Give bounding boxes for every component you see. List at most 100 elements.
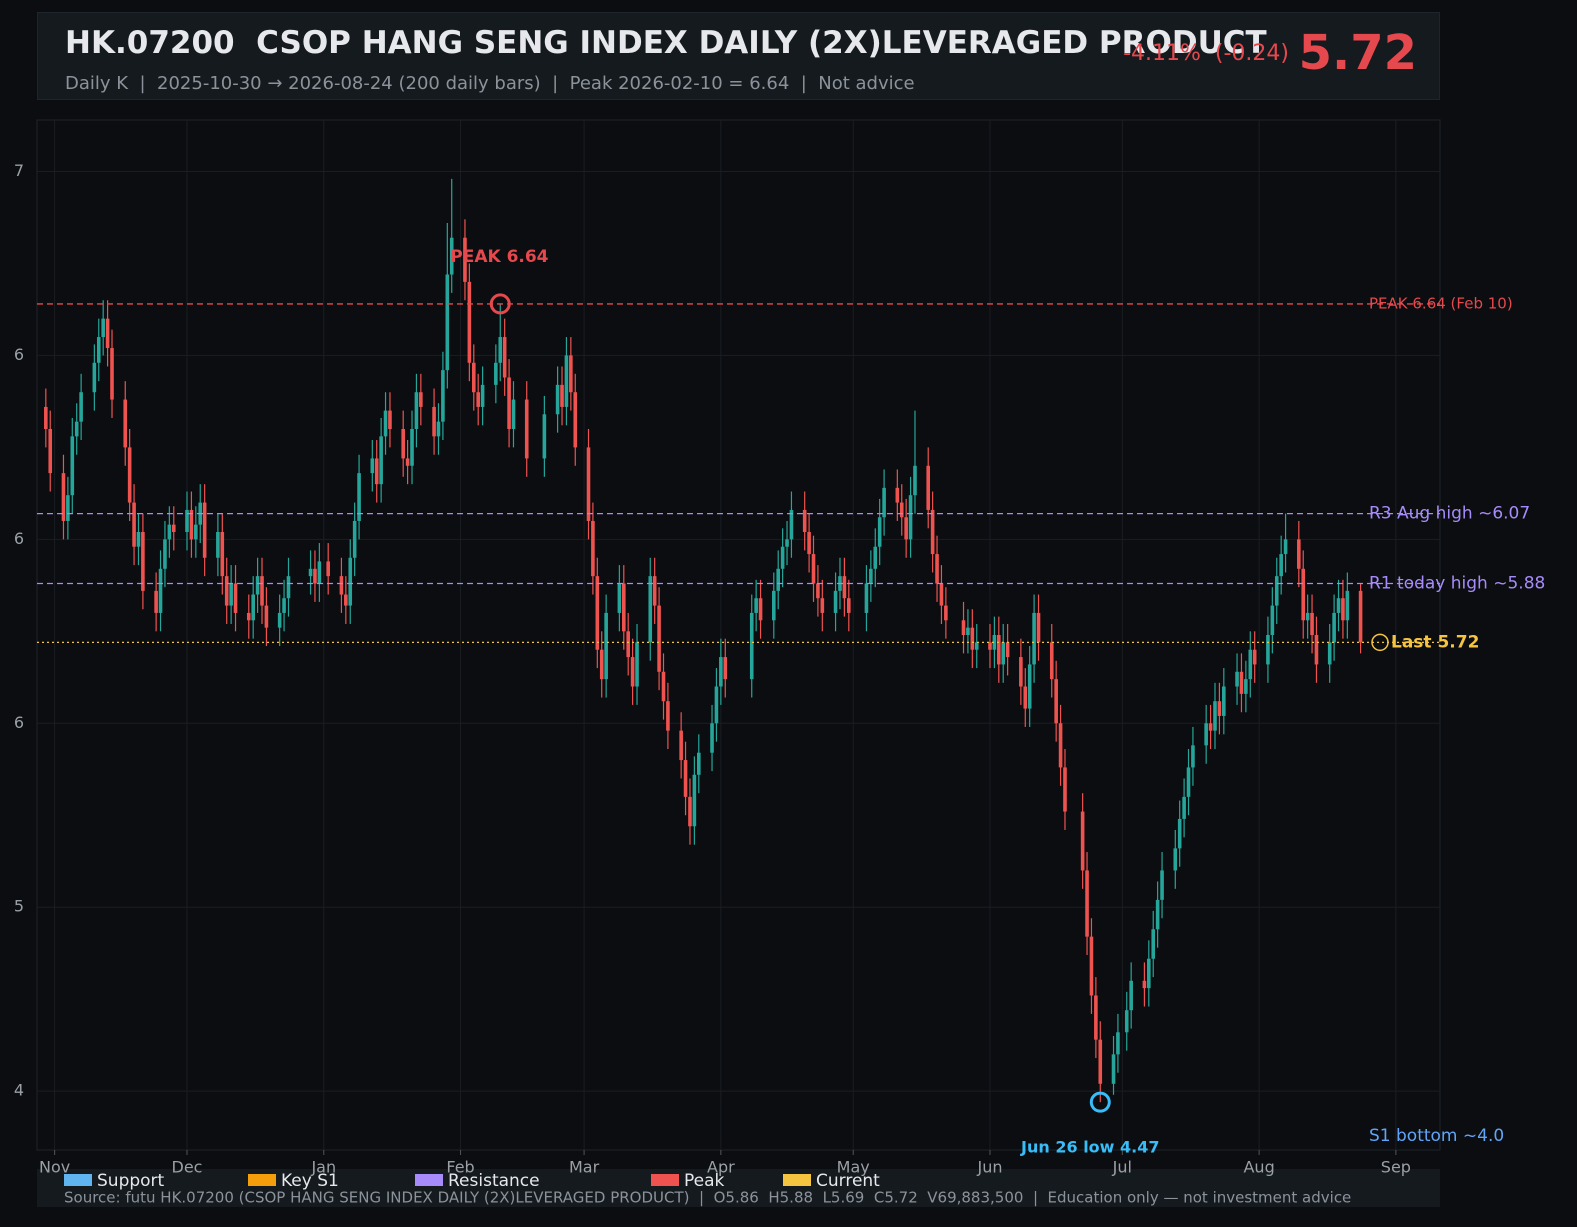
- candle-body: [789, 509, 794, 540]
- candle-body: [194, 524, 198, 540]
- candle-body: [494, 362, 498, 385]
- candle-body: [449, 237, 454, 275]
- candle-body: [405, 458, 410, 466]
- candle-body: [1305, 612, 1310, 621]
- source-note: Source: futu HK.07200 (CSOP HANG SENG IN…: [64, 1189, 1351, 1207]
- candle-body: [1019, 657, 1023, 687]
- candle-body: [141, 532, 145, 591]
- candle-body: [1049, 642, 1054, 680]
- candle-body: [286, 576, 291, 599]
- candle-body: [723, 657, 728, 680]
- candle-body: [1358, 590, 1363, 643]
- candle-body: [1001, 642, 1006, 665]
- x-tick-label: Apr: [707, 1158, 735, 1177]
- candle-body: [1036, 612, 1041, 643]
- candle-body: [1332, 612, 1336, 643]
- candle-body: [308, 568, 313, 577]
- subtitle: Daily K | 2025-10-30 → 2026-08-24 (200 d…: [65, 73, 915, 94]
- reference-label: R3 Aug high ~6.07: [1369, 504, 1530, 524]
- candle-body: [961, 620, 966, 635]
- legend-swatch: [64, 1174, 92, 1186]
- candle-body: [1151, 929, 1156, 959]
- legend-swatch: [651, 1174, 679, 1186]
- x-tick-label: May: [837, 1158, 870, 1177]
- candle-body: [1023, 686, 1028, 709]
- candle-body: [167, 524, 172, 540]
- candle-body: [44, 406, 48, 429]
- header: HK.07200 CSOP HANG SENG INDEX DAILY (2X)…: [37, 12, 1440, 100]
- candle-body: [599, 649, 604, 680]
- candle-body: [1204, 723, 1208, 746]
- candle-body: [652, 576, 657, 606]
- candle-body: [480, 384, 485, 407]
- candle-body: [61, 473, 66, 521]
- x-tick-label: Jan: [310, 1158, 336, 1177]
- candle-body: [1297, 539, 1301, 569]
- candle-body: [1270, 605, 1275, 635]
- candle-body: [1252, 649, 1257, 665]
- candle-body: [1116, 1032, 1120, 1055]
- candle-body: [1222, 686, 1226, 716]
- candle-body: [344, 594, 348, 606]
- candle-body: [930, 509, 935, 555]
- candle-body: [714, 686, 719, 724]
- candle-body: [621, 583, 626, 632]
- candle-body: [74, 421, 79, 437]
- candle-body: [313, 568, 317, 584]
- candle-body: [471, 362, 476, 393]
- candle-body: [626, 631, 631, 658]
- candle-body: [92, 362, 97, 393]
- candle-body: [1235, 671, 1239, 687]
- reference-label: Last 5.72: [1391, 632, 1479, 652]
- candle-body: [498, 337, 503, 363]
- candle-body: [816, 583, 820, 599]
- candle-body: [1213, 701, 1217, 731]
- candle-body: [507, 377, 511, 429]
- legend-label: Support: [97, 1171, 165, 1191]
- candle-body: [105, 318, 110, 349]
- candle-body: [132, 502, 136, 547]
- candle-body: [476, 392, 480, 407]
- legend-swatch: [783, 1174, 811, 1186]
- candle-body: [974, 642, 979, 650]
- candle-body: [1248, 649, 1253, 680]
- y-tick-label: 6: [14, 529, 24, 548]
- candle-body: [524, 399, 529, 459]
- candle-body: [661, 671, 666, 702]
- candle-body: [1142, 980, 1147, 989]
- candle-body: [229, 583, 233, 606]
- candle-body: [1341, 598, 1345, 621]
- candle-body: [1129, 980, 1133, 1011]
- candle-body: [388, 410, 392, 429]
- candle-body: [1160, 870, 1164, 900]
- candle-body: [370, 458, 375, 474]
- candle-body: [604, 612, 608, 680]
- candle-body: [1217, 701, 1222, 716]
- candle-body: [101, 318, 105, 338]
- candle-body: [260, 576, 264, 606]
- candle-body: [123, 399, 128, 448]
- candle-body: [158, 568, 163, 613]
- candle-body: [864, 583, 869, 613]
- candle-body: [842, 576, 847, 599]
- candle-body: [1244, 679, 1248, 694]
- candle-body: [1173, 848, 1178, 871]
- y-tick-label: 7: [14, 161, 24, 180]
- candle-body: [202, 502, 207, 558]
- candle-body: [1283, 539, 1288, 555]
- candle-body: [1191, 745, 1195, 768]
- annotation-marker: [1089, 1091, 1111, 1113]
- candle-body: [317, 561, 322, 584]
- candle-body: [591, 520, 595, 577]
- y-tick-label: 6: [14, 345, 24, 364]
- annotation-label: PEAK 6.64: [450, 247, 548, 267]
- annotation-marker: [489, 293, 511, 315]
- candle-body: [997, 635, 1001, 665]
- s1-label: S1 bottom ~4.0: [1369, 1126, 1504, 1146]
- x-tick-label: Sep: [1381, 1158, 1411, 1177]
- candle-body: [1182, 796, 1186, 819]
- candle-body: [873, 546, 878, 569]
- reference-label: R1 today high ~5.88: [1369, 574, 1545, 594]
- candle-body: [869, 568, 873, 584]
